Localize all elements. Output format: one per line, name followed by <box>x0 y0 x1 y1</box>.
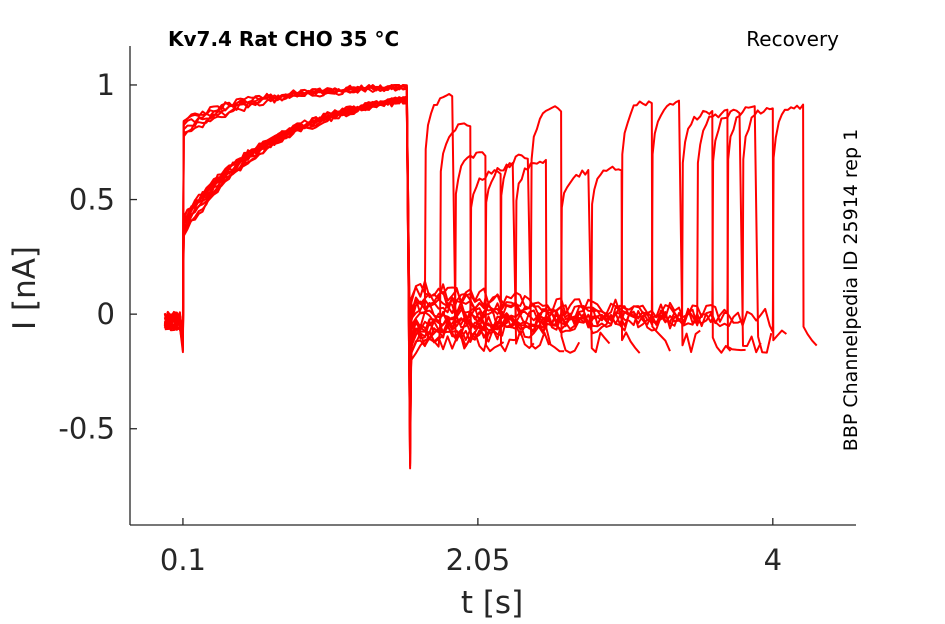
traces <box>163 84 818 470</box>
x-axis-label: t [s] <box>461 585 523 621</box>
series-trace-2 <box>163 96 490 402</box>
series-trace-9 <box>163 95 611 467</box>
chart-title: Kv7.4 Rat CHO 35 °C <box>168 27 399 51</box>
chart-subtitle: Recovery <box>746 27 839 51</box>
ticks: 0.1 2.05 4 -0.5 0 0.5 1 <box>58 68 782 577</box>
x-tick-label: 0.1 <box>160 543 206 577</box>
series-trace-11 <box>163 96 671 408</box>
series-trace-4 <box>163 84 520 366</box>
series-trace-6 <box>164 95 550 390</box>
series-trace-12 <box>164 96 701 389</box>
series-trace-15 <box>163 95 762 407</box>
y-axis-label: I [nA] <box>7 246 43 330</box>
series-trace-18 <box>164 96 818 442</box>
x-tick-label: 2.05 <box>446 543 511 577</box>
x-tick-label: 4 <box>764 543 782 577</box>
series-trace-17 <box>164 97 788 470</box>
series-trace-5 <box>164 96 535 412</box>
y-tick-label: -0.5 <box>58 412 115 446</box>
y-tick-label: 0 <box>97 297 115 331</box>
channelpedia-annotation: BBP Channelpedia ID 25914 rep 1 <box>840 129 862 451</box>
series-trace-10 <box>163 84 641 413</box>
y-tick-label: 1 <box>97 68 115 102</box>
y-tick-label: 0.5 <box>69 183 115 217</box>
